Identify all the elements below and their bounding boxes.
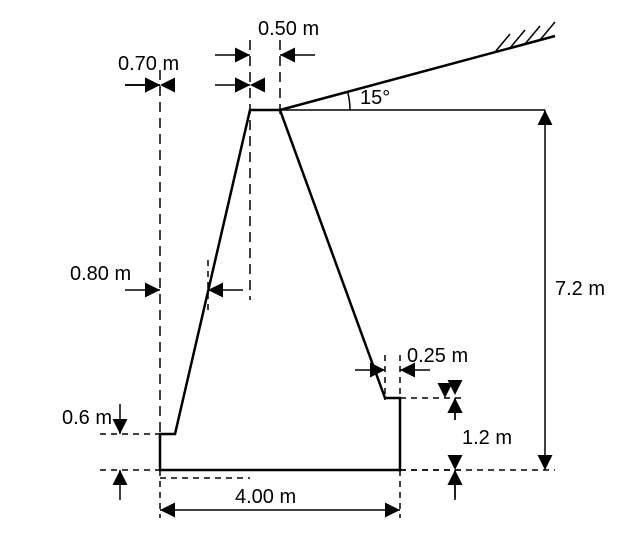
dim-top-offset-label: 0.70 m <box>118 53 179 75</box>
dim-top-offset: 0.70 m <box>118 53 285 85</box>
dim-mid-offset-label: 0.80 m <box>70 263 131 285</box>
dim-height-label: 7.2 m <box>555 278 605 300</box>
dim-top-width: 0.50 m <box>215 18 319 55</box>
dim-base-width: 4.00 m <box>160 470 400 518</box>
dim-mid-offset: 0.80 m <box>70 263 243 290</box>
dim-heel-ledge-label: 0.25 m <box>407 345 468 367</box>
backfill-slope <box>280 36 555 110</box>
dim-heel-step-label: 1.2 m <box>462 427 512 449</box>
dim-top-width-label: 0.50 m <box>258 18 319 40</box>
dim-toe-step-label: 0.6 m <box>62 407 112 429</box>
soil-hatch <box>495 22 555 52</box>
angle-arc <box>348 92 350 110</box>
dim-height: 7.2 m <box>400 110 605 470</box>
dim-heel-step: 1.2 m <box>400 368 512 500</box>
dim-toe-step: 0.6 m <box>62 404 160 500</box>
dim-heel-ledge: 0.25 m <box>355 345 468 370</box>
retaining-wall-diagram: 15° 0.50 m 0.70 m 0.80 m 0.25 m <box>0 0 621 535</box>
wall-outline <box>160 110 400 470</box>
angle-label: 15° <box>360 87 390 109</box>
dim-base-width-label: 4.00 m <box>235 486 296 508</box>
